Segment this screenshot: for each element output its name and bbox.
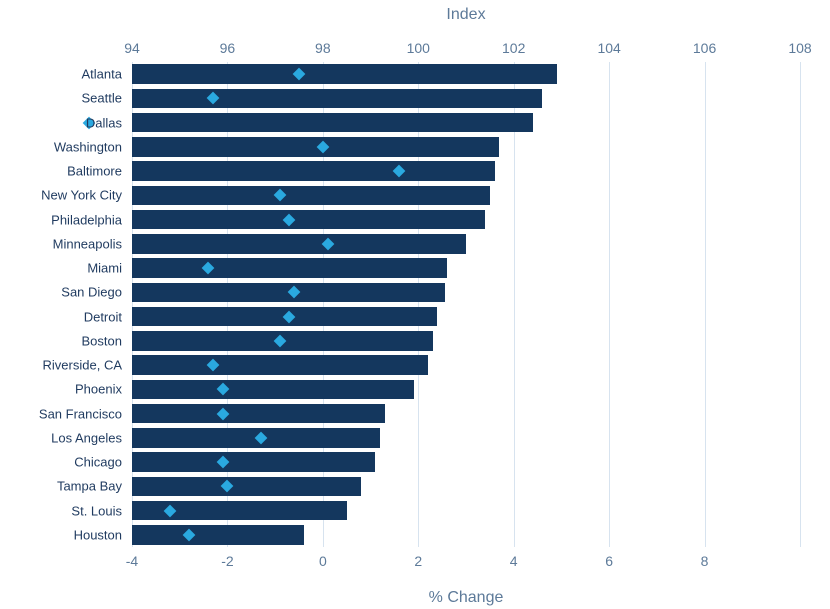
bottom-axis-tick: 8 xyxy=(701,553,709,569)
bottom-axis-tick: 2 xyxy=(414,553,422,569)
index-bar xyxy=(132,64,557,83)
category-label: San Diego xyxy=(61,285,122,300)
bottom-axis-tick: 6 xyxy=(605,553,613,569)
category-label: Boston xyxy=(82,333,122,348)
chart-row xyxy=(132,62,800,86)
chart-row xyxy=(132,208,800,232)
bottom-axis-tick: 4 xyxy=(510,553,518,569)
index-bar xyxy=(132,404,385,423)
index-bar xyxy=(132,452,375,471)
index-bar xyxy=(132,113,533,132)
chart-row xyxy=(132,305,800,329)
index-bar xyxy=(132,525,304,544)
top-axis-tick: 96 xyxy=(220,40,236,56)
bottom-axis-title: % Change xyxy=(0,589,830,607)
top-axis-tick: 100 xyxy=(407,40,430,56)
category-label: Phoenix xyxy=(75,382,122,397)
index-bar xyxy=(132,161,495,180)
index-bar xyxy=(132,258,447,277)
chart-row xyxy=(132,135,800,159)
top-axis-title: Index xyxy=(0,6,830,24)
category-label: Miami xyxy=(87,261,122,276)
category-label: Minneapolis xyxy=(53,236,122,251)
category-label: San Francisco xyxy=(39,406,122,421)
category-label: Chicago xyxy=(74,455,122,470)
index-bar xyxy=(132,210,485,229)
category-label: Houston xyxy=(74,527,122,542)
index-bar xyxy=(132,186,490,205)
chart-row xyxy=(132,450,800,474)
category-label: Seattle xyxy=(82,91,122,106)
chart-row xyxy=(132,353,800,377)
chart-row xyxy=(132,256,800,280)
chart-row xyxy=(132,329,800,353)
category-label: New York City xyxy=(41,188,122,203)
top-axis-tick: 104 xyxy=(597,40,620,56)
index-bar xyxy=(132,355,428,374)
category-label: Washington xyxy=(54,139,122,154)
index-bar xyxy=(132,477,361,496)
chart-row xyxy=(132,232,800,256)
chart-row xyxy=(132,159,800,183)
category-label: Philadelphia xyxy=(51,212,122,227)
category-label: Tampa Bay xyxy=(57,479,122,494)
index-bar xyxy=(132,89,542,108)
chart-row xyxy=(132,280,800,304)
bottom-axis-tick: 0 xyxy=(319,553,327,569)
category-label: Atlanta xyxy=(82,67,122,82)
gridline xyxy=(800,62,801,547)
chart-row xyxy=(132,474,800,498)
bottom-axis-tick: -4 xyxy=(126,553,138,569)
chart-row xyxy=(132,111,800,135)
chart-row xyxy=(132,426,800,450)
top-axis-tick: 94 xyxy=(124,40,140,56)
top-axis-tick: 98 xyxy=(315,40,331,56)
index-bar xyxy=(132,380,414,399)
chart-row xyxy=(132,86,800,110)
chart-row xyxy=(132,499,800,523)
bottom-axis-tick: -2 xyxy=(221,553,233,569)
chart-row xyxy=(132,377,800,401)
chart-row xyxy=(132,183,800,207)
index-bar xyxy=(132,234,466,253)
top-axis-tick: 106 xyxy=(693,40,716,56)
category-label: Dallas xyxy=(86,115,122,130)
category-label: St. Louis xyxy=(71,503,122,518)
chart-row xyxy=(132,523,800,547)
category-label: Riverside, CA xyxy=(43,358,122,373)
category-label: Los Angeles xyxy=(51,430,122,445)
top-axis-tick: 108 xyxy=(788,40,811,56)
category-label: Baltimore xyxy=(67,164,122,179)
index-pctchange-chart: Index % Change 94 96 98 100 102 104 106 108 -4 -2… xyxy=(0,0,830,609)
top-axis-tick: 102 xyxy=(502,40,525,56)
plot-area xyxy=(132,62,800,547)
chart-row xyxy=(132,402,800,426)
category-label: Detroit xyxy=(84,309,122,324)
